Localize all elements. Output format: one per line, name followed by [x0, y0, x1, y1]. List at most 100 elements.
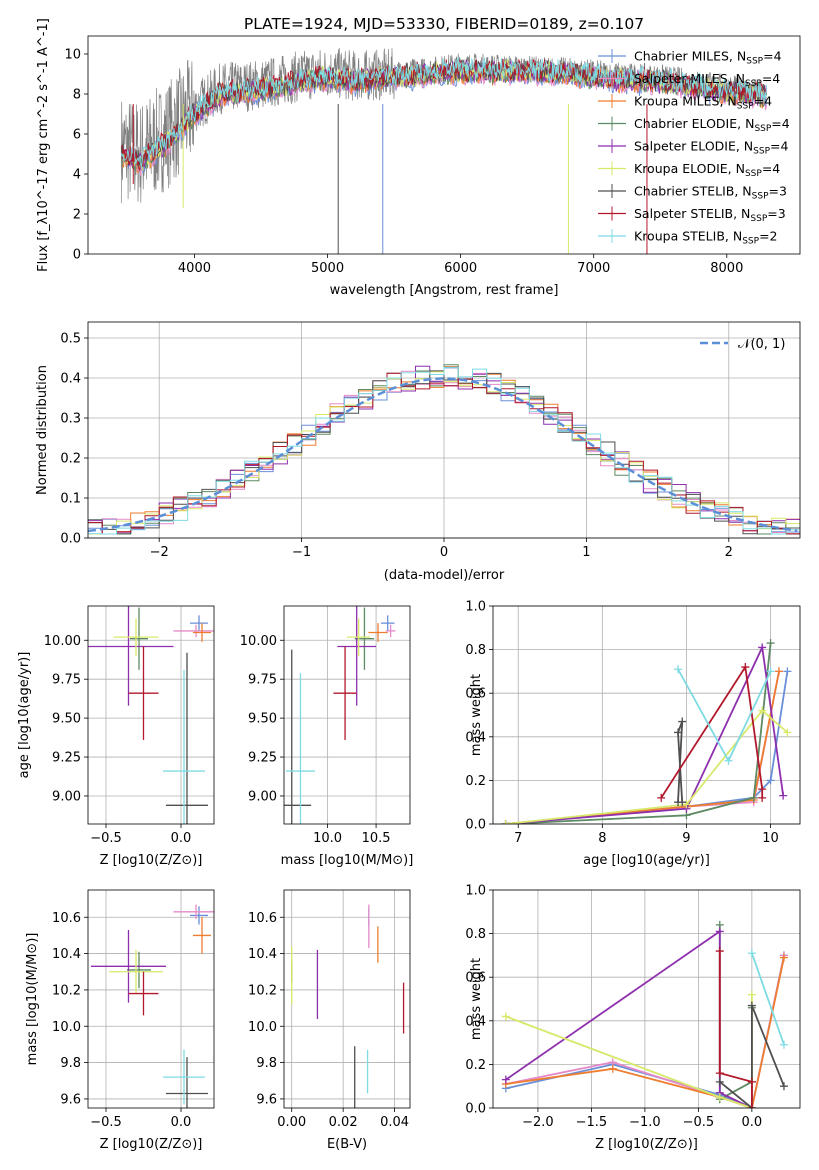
legend-suffix: =4 — [754, 94, 772, 109]
weight-point-marker — [747, 1001, 756, 1010]
tick-label-x: 7 — [514, 831, 522, 846]
tick-label-y: 0.5 — [60, 332, 81, 347]
weight-point-marker — [783, 667, 792, 676]
legend-text: Salpeter MILES, N — [634, 71, 745, 86]
legend-label: Salpeter STELIB, NSSP=3 — [634, 206, 786, 224]
tick-label-x: 10 — [762, 831, 779, 846]
legend-text: Salpeter ELODIE, N — [634, 139, 753, 154]
errorbars — [284, 606, 396, 824]
tick-label-y: 0.2 — [465, 774, 486, 789]
tick-label-y: 0.2 — [465, 1058, 486, 1073]
histogram-step — [88, 372, 800, 535]
tick-label-y: 10.6 — [248, 911, 277, 926]
weight-point-marker — [766, 639, 775, 648]
tick-label-y: 10.00 — [240, 634, 277, 649]
errorbar-point — [88, 606, 174, 706]
legend-text: Salpeter STELIB, N — [634, 206, 750, 221]
weight-series-line — [505, 994, 753, 1108]
residual-histogram-panel: −2 −1 0 1 2 0.0 0.1 0.2 0.3 0.4 0.5 𝒩(0, 1) (data-mo… — [35, 321, 801, 583]
weight-series-line — [751, 952, 785, 1046]
errorbar-point — [163, 669, 205, 824]
errorbar-point — [91, 929, 166, 1003]
weight-point-marker — [501, 1012, 510, 1021]
tick-label-y: 10.4 — [52, 947, 81, 962]
tick-label-x: 0.02 — [329, 1115, 358, 1130]
legend-text: Kroupa ELODIE, N — [634, 161, 745, 176]
tick-label-x: 0 — [440, 545, 448, 560]
y-axis-label: Flux [f_λ10^-17 erg cm^-2 s^-1 A^-1] — [36, 18, 51, 272]
tick-label-y: 10.0 — [248, 1020, 277, 1035]
chart-title: PLATE=1924, MJD=53330, FIBERID=0189, z=0… — [244, 15, 644, 33]
legend-sub: SSP — [745, 79, 762, 89]
tick-label-x: 1 — [582, 545, 590, 560]
weight-series-line — [718, 951, 753, 1108]
tick-label-y: 10.00 — [44, 634, 81, 649]
legend-suffix: =2 — [759, 229, 777, 244]
legend-label: Chabrier STELIB, NSSP=3 — [634, 184, 787, 202]
tick-label-y: 9.6 — [60, 1092, 81, 1107]
errorbar-point — [347, 618, 371, 656]
tick-label-y: 2 — [73, 208, 81, 223]
tick-label-y: 0.4 — [465, 1014, 486, 1029]
legend-label: Chabrier MILES, NSSP=4 — [634, 49, 782, 67]
errorbar-point — [109, 949, 163, 994]
tick-label-y: 0.2 — [60, 452, 81, 467]
errorbar-panel: 0.00 0.02 0.04 9.6 9.8 10.0 10.2 10.4 10.6 E(B-V) — [248, 889, 411, 1152]
tick-label-y: 9.50 — [248, 712, 277, 727]
weight-point-marker — [758, 785, 767, 794]
weight-point-marker — [747, 1077, 756, 1086]
legend-label: 𝒩(0, 1) — [738, 337, 785, 352]
tick-label-y: 10.4 — [248, 947, 277, 962]
tick-label-y: 0.6 — [465, 687, 486, 702]
weight-point-marker — [715, 1069, 724, 1078]
weight-point-marker — [779, 1040, 788, 1049]
errorbar-point — [193, 623, 211, 642]
tick-label-x: 6000 — [444, 261, 477, 276]
tick-label-y: 9.50 — [52, 712, 81, 727]
model-spectrum — [120, 57, 767, 168]
plot-frame — [492, 605, 801, 825]
errorbar-point — [285, 672, 316, 824]
errorbar-point — [333, 646, 357, 740]
legend-text: Kroupa STELIB, N — [634, 229, 742, 244]
y-axis-label: age [log10(age/yr)] — [17, 652, 32, 779]
tick-label-x: −1.5 — [576, 1115, 608, 1130]
histogram-lines — [88, 364, 800, 535]
tick-label-x: 0.04 — [380, 1115, 409, 1130]
legend-label: Chabrier ELODIE, NSSP=4 — [634, 116, 790, 134]
weight-point-marker — [715, 1093, 724, 1102]
plot-frame — [87, 605, 215, 825]
weight-point-marker — [674, 665, 683, 674]
tick-label-x: 2 — [725, 545, 733, 560]
weight-point-marker — [715, 927, 724, 936]
weight-series-line — [505, 643, 772, 824]
tick-label-y: 0.0 — [465, 818, 486, 833]
tick-label-x: −0.5 — [90, 831, 122, 846]
x-axis-label: Z [log10(Z/Z⊙)] — [100, 1137, 203, 1152]
errorbar-panel: −0.5 0.0 9.6 9.8 10.0 10.2 10.4 10.6 Z [log10(Z/… — [25, 889, 215, 1152]
errorbar-panel: 10.0 10.5 9.00 9.25 9.50 9.75 10.00 mass [log10… — [240, 605, 413, 868]
tick-label-x: 0.00 — [277, 1115, 306, 1130]
weight-point-marker — [682, 800, 691, 809]
weight-point-marker — [678, 717, 687, 726]
errorbars — [88, 606, 214, 824]
tick-label-y: 10.0 — [52, 1020, 81, 1035]
errorbars — [291, 904, 405, 1108]
x-axis-label: (data-model)/error — [384, 568, 505, 583]
tick-label-x: −0.5 — [90, 1115, 122, 1130]
tick-label-y: 0.1 — [60, 492, 81, 507]
errorbar-point — [128, 971, 159, 1016]
tick-label-y: 10.2 — [248, 983, 277, 998]
tick-label-y: 1.0 — [465, 600, 486, 615]
tick-label-y: 9.75 — [248, 673, 277, 688]
tick-label-x: −2 — [150, 545, 169, 560]
weight-point-marker — [758, 643, 767, 652]
normal-reference-curve — [88, 377, 798, 533]
weight-point-marker — [501, 820, 510, 824]
legend-text: Kroupa MILES, N — [634, 94, 737, 109]
weight-point-marker — [749, 793, 758, 802]
y-axis-label: mass weight — [469, 958, 484, 1040]
tick-label-y: 9.8 — [60, 1056, 81, 1071]
errorbar-point — [113, 618, 159, 656]
tick-label-y: 0.4 — [465, 730, 486, 745]
